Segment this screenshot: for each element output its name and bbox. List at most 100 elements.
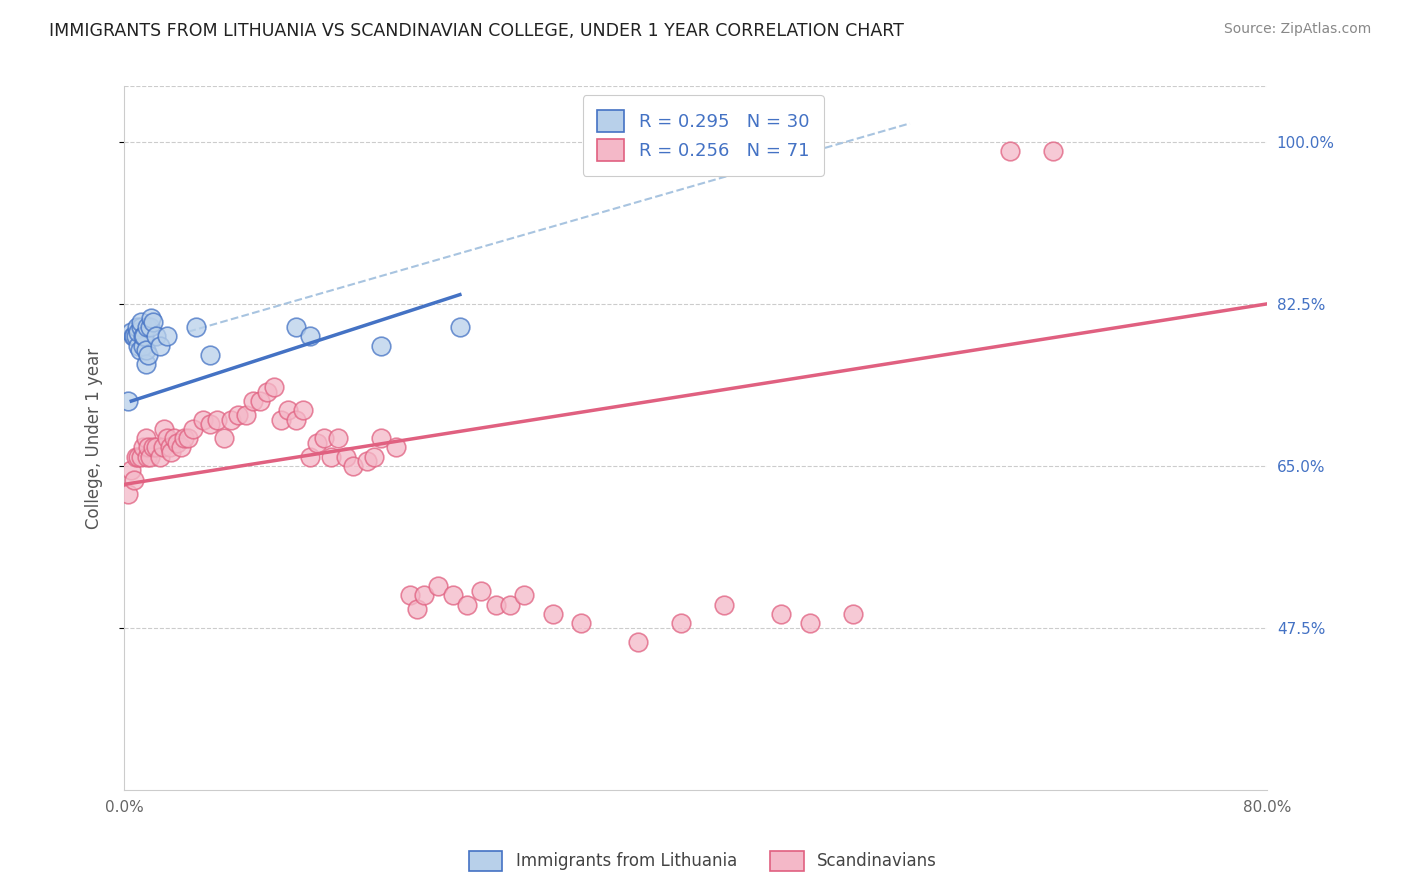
Point xyxy=(181,422,204,436)
Point xyxy=(160,445,183,459)
Point xyxy=(138,348,160,362)
Point xyxy=(131,441,153,455)
Point xyxy=(370,338,392,352)
Point xyxy=(541,607,564,621)
Point xyxy=(149,338,172,352)
Point xyxy=(270,412,292,426)
Point xyxy=(305,435,328,450)
Point xyxy=(198,417,221,432)
Point xyxy=(799,616,821,631)
Y-axis label: College, Under 1 year: College, Under 1 year xyxy=(86,348,103,529)
Point xyxy=(127,338,149,352)
Point xyxy=(128,343,150,358)
Point xyxy=(131,329,153,343)
Point xyxy=(513,589,536,603)
Point xyxy=(120,325,142,339)
Point xyxy=(170,441,193,455)
Point xyxy=(166,435,188,450)
Point xyxy=(219,412,242,426)
Point xyxy=(342,458,364,473)
Point xyxy=(145,329,167,343)
Point xyxy=(136,320,159,334)
Point xyxy=(284,320,307,334)
Point xyxy=(191,412,214,426)
Point xyxy=(413,589,436,603)
Point xyxy=(134,329,156,343)
Legend: Immigrants from Lithuania, Scandinavians: Immigrants from Lithuania, Scandinavians xyxy=(461,842,945,880)
Point xyxy=(153,422,176,436)
Point xyxy=(456,598,478,612)
Point xyxy=(198,348,221,362)
Point xyxy=(156,329,179,343)
Point xyxy=(205,412,228,426)
Point xyxy=(627,634,650,648)
Point xyxy=(441,589,464,603)
Point xyxy=(1042,144,1064,158)
Point xyxy=(135,357,157,371)
Point xyxy=(328,431,350,445)
Point xyxy=(152,441,174,455)
Point xyxy=(335,450,357,464)
Point xyxy=(139,450,162,464)
Point xyxy=(129,315,152,329)
Point xyxy=(256,384,278,399)
Point xyxy=(284,412,307,426)
Point xyxy=(470,583,492,598)
Point xyxy=(135,431,157,445)
Point xyxy=(298,450,321,464)
Point xyxy=(449,320,471,334)
Point xyxy=(159,441,181,455)
Point xyxy=(124,329,146,343)
Point xyxy=(163,431,186,445)
Point xyxy=(177,431,200,445)
Point xyxy=(399,589,422,603)
Point xyxy=(156,431,179,445)
Point xyxy=(356,454,378,468)
Point xyxy=(212,431,235,445)
Point xyxy=(228,408,250,422)
Point xyxy=(242,394,264,409)
Point xyxy=(135,343,157,358)
Point xyxy=(263,380,285,394)
Point xyxy=(406,602,429,616)
Text: IMMIGRANTS FROM LITHUANIA VS SCANDINAVIAN COLLEGE, UNDER 1 YEAR CORRELATION CHAR: IMMIGRANTS FROM LITHUANIA VS SCANDINAVIA… xyxy=(49,22,904,40)
Point xyxy=(117,394,139,409)
Point xyxy=(321,450,343,464)
Point xyxy=(277,403,299,417)
Point xyxy=(427,579,450,593)
Point xyxy=(122,329,145,343)
Point xyxy=(173,431,195,445)
Point xyxy=(127,450,149,464)
Point xyxy=(384,441,406,455)
Point xyxy=(569,616,592,631)
Point xyxy=(314,431,336,445)
Point xyxy=(139,320,162,334)
Point xyxy=(131,338,153,352)
Point xyxy=(713,598,735,612)
Point xyxy=(121,329,143,343)
Point xyxy=(138,441,160,455)
Point xyxy=(291,403,314,417)
Point xyxy=(149,450,172,464)
Point xyxy=(484,598,506,612)
Point xyxy=(122,473,145,487)
Point xyxy=(136,450,159,464)
Point xyxy=(124,450,146,464)
Point xyxy=(770,607,793,621)
Point xyxy=(141,310,163,325)
Point xyxy=(120,463,142,477)
Point xyxy=(249,394,271,409)
Point xyxy=(145,441,167,455)
Point xyxy=(363,450,385,464)
Legend: R = 0.295   N = 30, R = 0.256   N = 71: R = 0.295 N = 30, R = 0.256 N = 71 xyxy=(583,95,824,176)
Point xyxy=(129,320,152,334)
Point xyxy=(370,431,392,445)
Point xyxy=(117,486,139,500)
Point xyxy=(841,607,863,621)
Point xyxy=(127,325,149,339)
Point xyxy=(671,616,693,631)
Point xyxy=(184,320,207,334)
Point xyxy=(142,315,165,329)
Point xyxy=(125,320,148,334)
Text: Source: ZipAtlas.com: Source: ZipAtlas.com xyxy=(1223,22,1371,37)
